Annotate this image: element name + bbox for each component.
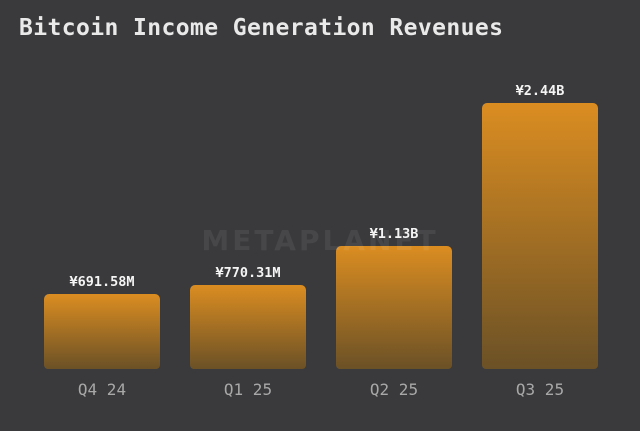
x-tick-label: Q2 25: [369, 380, 419, 399]
bar: [336, 246, 452, 369]
bar: [190, 285, 306, 369]
x-tick-label: Q3 25: [515, 380, 565, 399]
bar-value-label: ¥691.58M: [69, 274, 135, 290]
bar: [44, 294, 160, 369]
bar-value-label: ¥1.13B: [369, 226, 419, 242]
watermark: METAPLANET: [201, 224, 439, 257]
chart-title: Bitcoin Income Generation Revenues: [19, 15, 504, 41]
x-tick-label: Q4 24: [77, 380, 127, 399]
bar: [482, 103, 598, 369]
bar-value-label: ¥770.31M: [215, 265, 281, 281]
x-tick-label: Q1 25: [223, 380, 273, 399]
bar-value-label: ¥2.44B: [515, 83, 565, 99]
